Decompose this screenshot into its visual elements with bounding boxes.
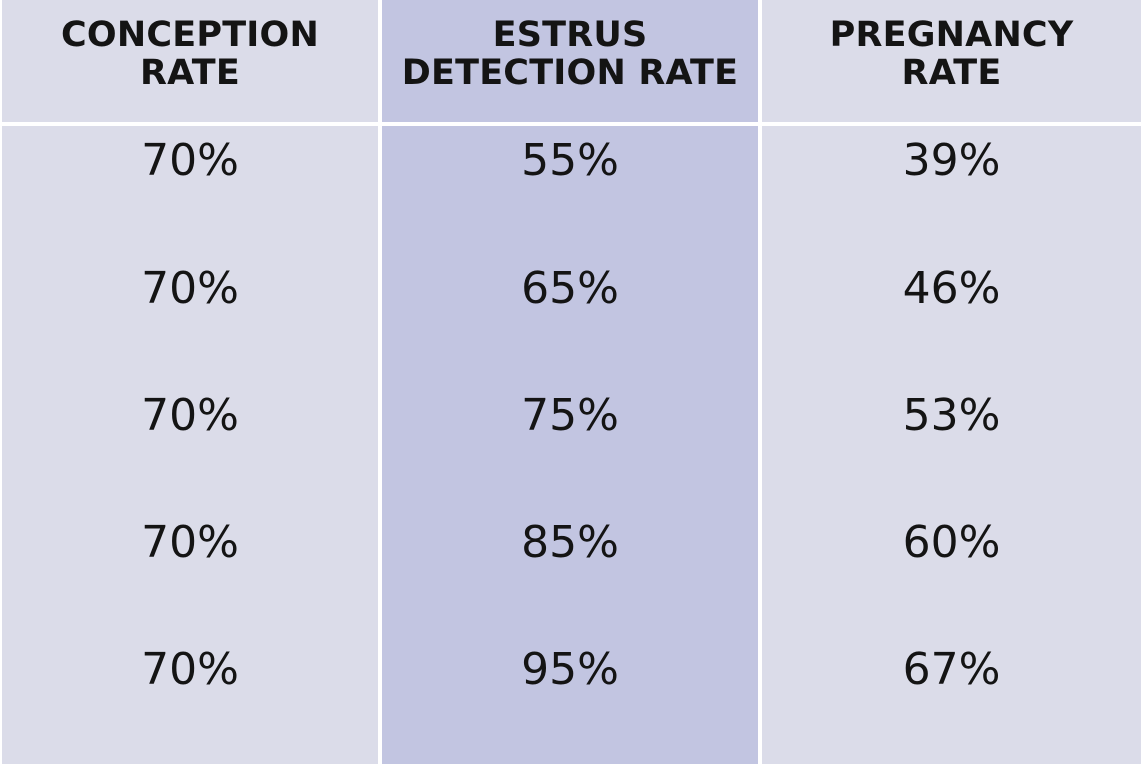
- header-label: CONCEPTION RATE: [61, 16, 319, 92]
- header-line: RATE: [140, 53, 240, 93]
- column-estrus-detection-rate: ESTRUS DETECTION RATE 55% 65% 75% 85% 95…: [382, 0, 758, 764]
- header-estrus-detection-rate: ESTRUS DETECTION RATE: [382, 0, 758, 122]
- header-line: PREGNANCY: [829, 15, 1074, 55]
- column-conception-rate: CONCEPTION RATE 70% 70% 70% 70% 70%: [2, 0, 378, 764]
- header-pregnancy-rate: PREGNANCY RATE: [762, 0, 1141, 122]
- table-cell: 75%: [521, 390, 619, 441]
- header-label: PREGNANCY RATE: [830, 16, 1074, 92]
- header-line: ESTRUS: [492, 15, 648, 55]
- table-cell: 53%: [902, 390, 1001, 441]
- table-cell: 95%: [521, 644, 619, 695]
- table-cell: 85%: [521, 517, 619, 568]
- table-cell: 39%: [902, 135, 1001, 186]
- table-cell: 67%: [902, 644, 1001, 695]
- table-cell: 70%: [141, 135, 239, 186]
- column-body: 55% 65% 75% 85% 95%: [382, 126, 758, 764]
- header-line: CONCEPTION: [61, 15, 319, 55]
- table-cell: 70%: [141, 644, 239, 695]
- header-label: ESTRUS DETECTION RATE: [402, 16, 738, 92]
- table-cell: 65%: [521, 263, 619, 314]
- table-cell: 70%: [141, 263, 239, 314]
- header-line: DETECTION RATE: [401, 53, 739, 93]
- table-cell: 46%: [902, 263, 1001, 314]
- header-line: RATE: [901, 53, 1002, 93]
- table-cell: 60%: [902, 517, 1001, 568]
- table-cell: 55%: [521, 135, 619, 186]
- header-conception-rate: CONCEPTION RATE: [2, 0, 378, 122]
- column-body: 39% 46% 53% 60% 67%: [762, 126, 1141, 764]
- column-pregnancy-rate: PREGNANCY RATE 39% 46% 53% 60% 67%: [762, 0, 1141, 764]
- column-body: 70% 70% 70% 70% 70%: [2, 126, 378, 764]
- table-cell: 70%: [141, 517, 239, 568]
- table-cell: 70%: [141, 390, 239, 441]
